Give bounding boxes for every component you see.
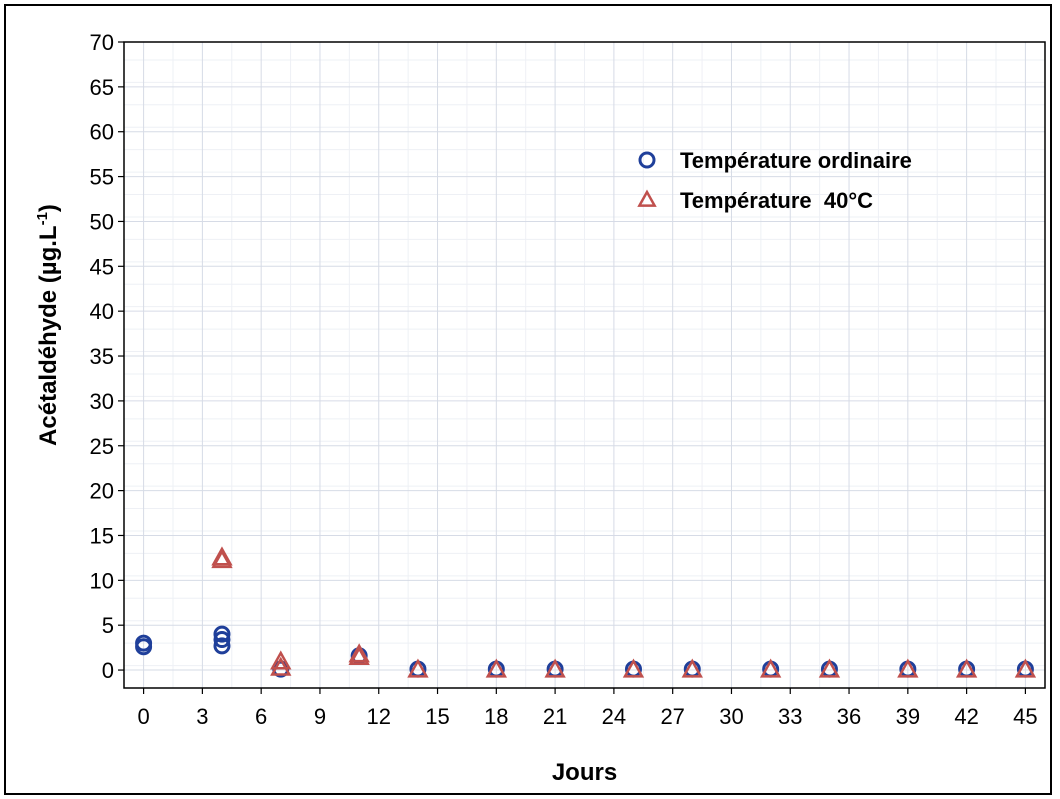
x-axis-title: Jours	[552, 759, 617, 786]
data-point-triangle	[211, 546, 233, 566]
x-tick-label: 9	[314, 704, 326, 729]
y-tick-label: 20	[90, 479, 114, 504]
x-tick-label: 15	[425, 704, 449, 729]
y-tick-label: 70	[90, 30, 114, 55]
y-tick-label: 65	[90, 75, 114, 100]
data-point-triangle	[622, 658, 645, 678]
data-point-circle	[213, 637, 231, 655]
data-point-circle	[135, 638, 153, 656]
x-tick-label: 45	[1013, 704, 1037, 729]
grid	[124, 41, 1045, 689]
y-axis-title-main: Acétaldéhyde (µg.L	[35, 225, 62, 446]
plot-border	[123, 41, 1046, 689]
x-tick-label: 0	[137, 704, 149, 729]
y-tick-label: 15	[90, 523, 114, 548]
y-tick-label: 5	[102, 613, 114, 638]
x-tick-label: 12	[367, 704, 391, 729]
y-tick-label: 55	[90, 165, 114, 190]
y-tick-label: 50	[90, 209, 114, 234]
data-point-triangle	[818, 658, 841, 678]
x-tick-label: 3	[196, 704, 208, 729]
data-point-circle	[213, 625, 231, 643]
data-point-triangle	[1014, 658, 1037, 678]
y-tick-label: 30	[90, 389, 114, 414]
x-tick-label: 21	[543, 704, 567, 729]
y-tick-label: 35	[90, 344, 114, 369]
data-point-triangle	[485, 658, 507, 678]
data-point-triangle	[955, 658, 978, 678]
y-axis-title: Acétaldéhyde (µg.L-1)	[34, 204, 62, 446]
y-tick-label: 45	[90, 254, 114, 279]
y-tick-label: 0	[102, 658, 114, 683]
y-tick-label: 60	[90, 120, 114, 145]
data-point-triangle	[270, 650, 292, 670]
data-point-triangle	[348, 645, 370, 666]
x-tick-label: 42	[954, 704, 978, 729]
data-point-triangle	[681, 658, 703, 678]
data-point-triangle	[270, 656, 292, 676]
x-tick-label: 39	[896, 704, 920, 729]
y-tick-label: 40	[90, 299, 114, 324]
x-tick-label: 18	[484, 704, 508, 729]
y-tick-label: 25	[90, 434, 114, 459]
legend-label-temperature-ordinaire: Température ordinaire	[680, 148, 912, 173]
x-tick-label: 24	[602, 704, 626, 729]
legend-circle-marker	[638, 151, 656, 169]
data-point-triangle	[544, 658, 566, 678]
y-tick-label: 10	[90, 568, 114, 593]
legend-label-temperature-40c: Température 40°C	[680, 188, 873, 213]
y-axis-title-superscript: -1	[34, 212, 51, 225]
x-tick-label: 27	[660, 704, 684, 729]
legend: Température ordinaire Température 40°C	[637, 148, 912, 213]
y-axis-title-close: )	[35, 204, 62, 212]
legend-triangle-marker	[637, 189, 657, 207]
data-point-triangle	[348, 643, 370, 663]
data-point-triangle	[759, 658, 782, 678]
x-tick-label: 30	[719, 704, 743, 729]
data-points	[135, 546, 1037, 678]
x-tick-label: 6	[255, 704, 267, 729]
data-point-triangle	[407, 658, 429, 678]
data-point-triangle	[211, 549, 233, 569]
data-point-triangle	[897, 658, 919, 678]
x-tick-label: 33	[778, 704, 802, 729]
x-tick-label: 36	[837, 704, 861, 729]
data-point-circle	[213, 631, 231, 649]
